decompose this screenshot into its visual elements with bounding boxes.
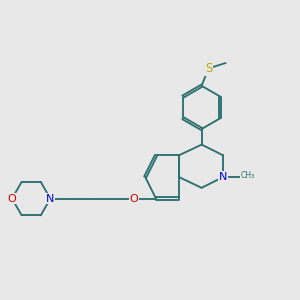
Text: N: N — [219, 172, 227, 182]
Text: CH₃: CH₃ — [241, 171, 255, 180]
Text: S: S — [205, 62, 212, 75]
Text: N: N — [46, 194, 55, 204]
Text: O: O — [129, 194, 138, 204]
Text: O: O — [8, 194, 16, 204]
